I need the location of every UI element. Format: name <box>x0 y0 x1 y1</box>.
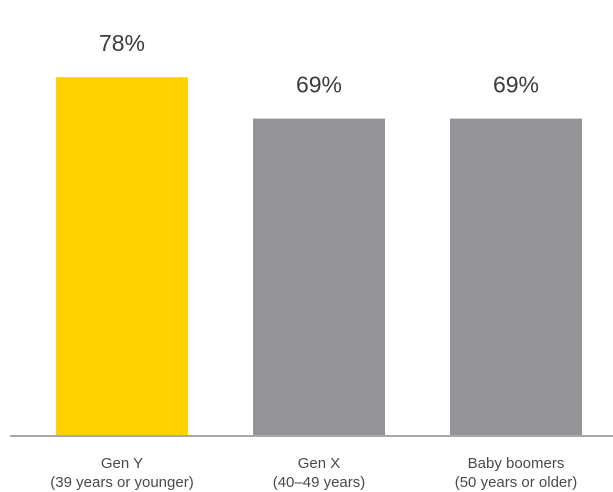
value-label-gen-y: 78% <box>99 30 145 56</box>
category-sublabel-baby-boomers: (50 years or older) <box>455 474 578 491</box>
category-labels-group: Gen Y (39 years or younger) Gen X (40–49 ye… <box>50 455 577 491</box>
bar-gen-x <box>253 118 385 436</box>
category-label-baby-boomers: Baby boomers <box>468 455 565 472</box>
category-sublabel-gen-y: (39 years or younger) <box>50 474 193 491</box>
value-label-baby-boomers: 69% <box>493 72 539 98</box>
value-label-gen-x: 69% <box>296 72 342 98</box>
bars-group <box>56 77 582 436</box>
category-sublabel-gen-x: (40–49 years) <box>273 474 366 491</box>
value-labels-group: 78% 69% 69% <box>99 30 539 97</box>
bar-baby-boomers <box>450 118 582 436</box>
category-label-gen-y: Gen Y <box>101 455 143 472</box>
category-label-gen-x: Gen X <box>298 455 341 472</box>
bar-gen-y <box>56 77 188 436</box>
